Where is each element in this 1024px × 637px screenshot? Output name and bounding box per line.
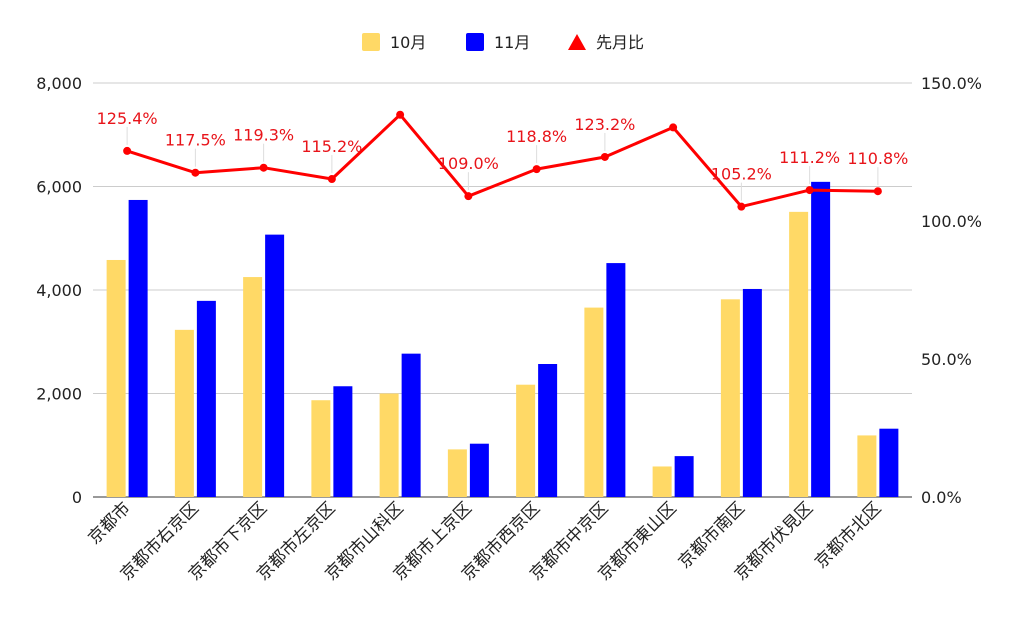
left-axis-tick-label: 8,000 bbox=[36, 74, 82, 93]
ratio-line-series: 125.4% 117.5% 119.3% 115.2% 109.0% 118.8% 123.… bbox=[97, 109, 908, 211]
bar-oct bbox=[174, 329, 194, 497]
ratio-point bbox=[123, 146, 132, 155]
category-label: 京都市 bbox=[84, 498, 134, 548]
bar-nov bbox=[538, 364, 558, 497]
left-axis-tick-label: 4,000 bbox=[36, 281, 82, 300]
legend-label: 10月 bbox=[390, 33, 426, 52]
legend-swatch-nov bbox=[466, 33, 484, 51]
ratio-data-label: 117.5% bbox=[165, 131, 226, 150]
bar-nov bbox=[333, 386, 353, 497]
right-axis-tick-label: 150.0% bbox=[921, 74, 982, 93]
right-axis-tick-label: 0.0% bbox=[921, 488, 962, 507]
ratio-point bbox=[600, 152, 609, 161]
legend-label: 11月 bbox=[494, 33, 530, 52]
ratio-point bbox=[191, 168, 200, 177]
ratio-point bbox=[327, 175, 336, 184]
gridlines bbox=[93, 82, 912, 498]
ratio-point bbox=[396, 110, 405, 119]
ratio-data-label: 111.2% bbox=[779, 148, 840, 167]
bar-oct bbox=[857, 435, 877, 497]
bar-oct bbox=[720, 299, 740, 497]
ratio-point bbox=[532, 165, 541, 174]
ratio-point bbox=[669, 123, 678, 132]
ratio-data-label: 115.2% bbox=[301, 137, 362, 156]
category-label: 京都市北区 bbox=[811, 498, 885, 572]
bar-oct bbox=[106, 259, 126, 497]
ratio-data-label: 118.8% bbox=[506, 127, 567, 146]
ratio-data-label: 119.3% bbox=[233, 126, 294, 145]
bar-nov bbox=[811, 181, 831, 497]
ratio-point bbox=[737, 202, 746, 211]
left-axis-tick-label: 2,000 bbox=[36, 385, 82, 404]
legend-triangle-icon bbox=[568, 34, 586, 50]
ratio-data-label: 109.0% bbox=[438, 154, 499, 173]
bar-oct bbox=[311, 400, 331, 497]
bar-series bbox=[106, 181, 899, 498]
bar-oct bbox=[447, 449, 467, 497]
category-label: 京都市南区 bbox=[675, 498, 749, 572]
ratio-point bbox=[464, 192, 473, 201]
ratio-data-label: 105.2% bbox=[711, 165, 772, 184]
bar-nov bbox=[879, 428, 899, 497]
ratio-line bbox=[126, 113, 878, 209]
ratio-data-label: 123.2% bbox=[574, 115, 635, 134]
bar-nov bbox=[469, 443, 489, 497]
ratio-data-label: 125.4% bbox=[97, 109, 158, 128]
bar-oct bbox=[789, 211, 809, 498]
bar-nov bbox=[265, 234, 285, 497]
bar-oct bbox=[243, 277, 263, 497]
bar-oct bbox=[584, 307, 604, 497]
ratio-data-label: 110.8% bbox=[847, 149, 908, 168]
ratio-point bbox=[873, 187, 882, 196]
bar-nov bbox=[196, 300, 216, 497]
right-axis-tick-label: 50.0% bbox=[921, 350, 972, 369]
ratio-point bbox=[805, 186, 814, 195]
bar-oct bbox=[379, 393, 399, 497]
legend-swatch-oct bbox=[362, 33, 380, 51]
ratio-point bbox=[259, 163, 268, 172]
left-axis-tick-label: 6,000 bbox=[36, 178, 82, 197]
bar-nov bbox=[128, 199, 148, 497]
legend-label: 先月比 bbox=[596, 33, 644, 52]
bar-nov bbox=[674, 456, 694, 497]
bar-oct bbox=[652, 466, 672, 497]
right-axis-tick-label: 100.0% bbox=[921, 212, 982, 231]
axes: 0 2,000 4,000 6,000 8,000 0.0% 50.0% 100.0% 150.… bbox=[36, 74, 982, 585]
left-axis-tick-label: 0 bbox=[72, 488, 82, 507]
legend: 10月 11月 先月比 bbox=[362, 33, 644, 52]
bar-nov bbox=[742, 288, 762, 497]
bar-nov bbox=[606, 263, 626, 497]
bar-oct bbox=[516, 384, 536, 497]
bar-nov bbox=[401, 353, 421, 497]
